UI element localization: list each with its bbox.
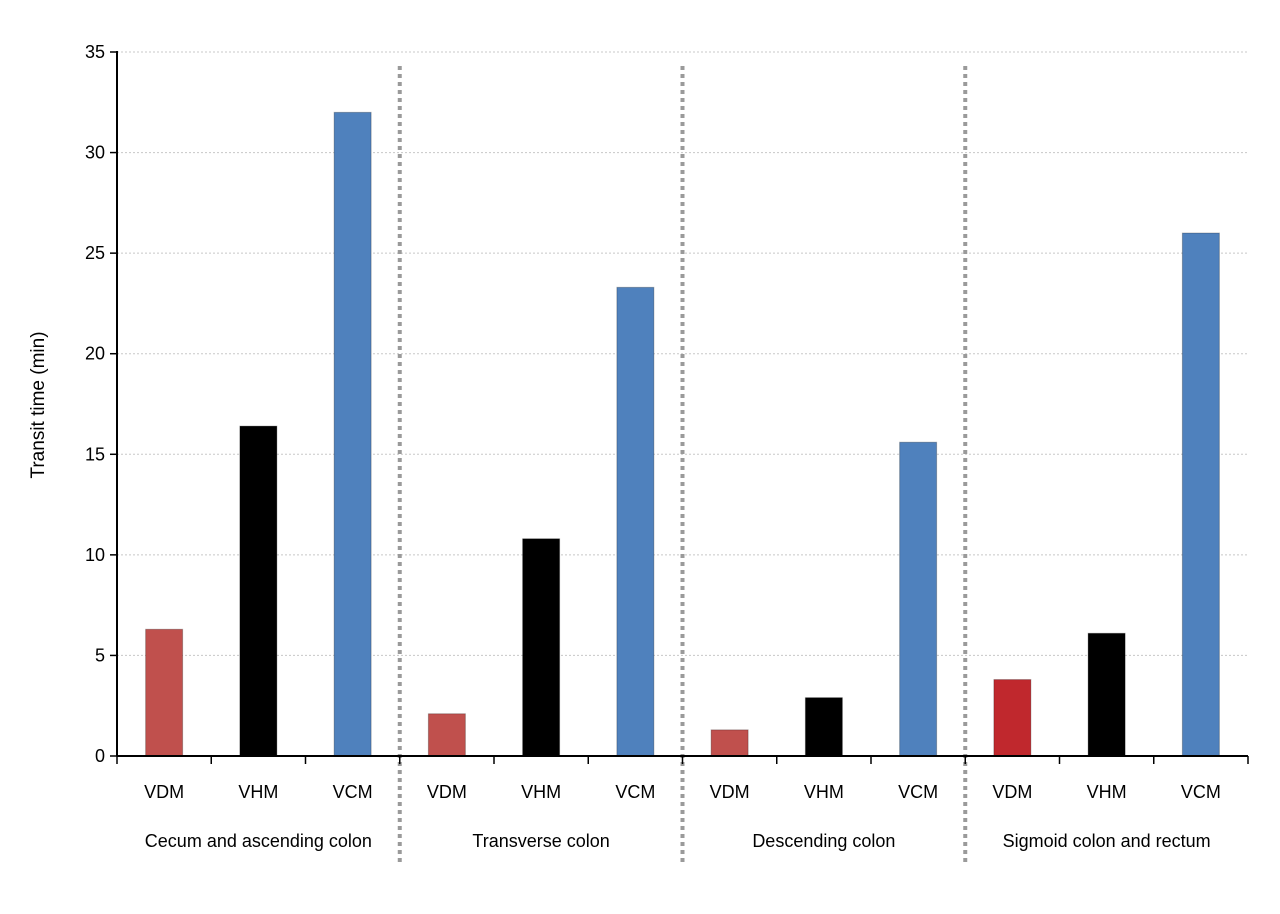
x-tick-label-3-vhm: VHM [804, 782, 844, 802]
axes [110, 51, 1249, 764]
x-tick-label-3-vdm: VDM [710, 782, 750, 802]
y-tick-label-0: 0 [95, 746, 105, 766]
bar-3-vhm [804, 697, 843, 757]
bar-1-vcm [333, 111, 372, 757]
x-tick-label-1-vhm: VHM [238, 782, 278, 802]
x-tick-label-2-vcm: VCM [615, 782, 655, 802]
x-tick-label-1-vdm: VDM [144, 782, 184, 802]
group-separators [397, 66, 968, 862]
bar-1-vdm [145, 628, 184, 757]
x-tick-label-2-vhm: VHM [521, 782, 561, 802]
bar-4-vhm [1087, 632, 1126, 757]
group-label-3: Descending colon [752, 831, 895, 851]
y-tick-label-15: 15 [85, 444, 105, 464]
x-tick-label-4-vhm: VHM [1087, 782, 1127, 802]
y-tick-label-5: 5 [95, 645, 105, 665]
bar-2-vhm [522, 538, 561, 757]
y-tick-label-35: 35 [85, 42, 105, 62]
group-label-1: Cecum and ascending colon [145, 831, 372, 851]
x-tick-label-4-vdm: VDM [992, 782, 1032, 802]
bar-1-vhm [239, 425, 278, 757]
bar-3-vcm [899, 441, 938, 757]
bar-2-vcm [616, 286, 655, 757]
y-tick-label-25: 25 [85, 243, 105, 263]
x-tick-label-1-vcm: VCM [333, 782, 373, 802]
y-tick-label-10: 10 [85, 545, 105, 565]
axis-labels: 0 5 10 15 20 25 30 35 VDM VHM VCM Cecum and ascendi… [85, 42, 1221, 851]
x-tick-label-3-vcm: VCM [898, 782, 938, 802]
bar-4-vdm [993, 679, 1032, 757]
bars [145, 111, 1220, 757]
y-tick-label-20: 20 [85, 344, 105, 364]
y-axis-label: Transit time (min) [28, 331, 49, 478]
bar-4-vcm [1181, 232, 1220, 757]
y-tick-label-30: 30 [85, 143, 105, 163]
x-tick-label-4-vcm: VCM [1181, 782, 1221, 802]
group-label-4: Sigmoid colon and rectum [1003, 831, 1211, 851]
bar-3-vdm [710, 729, 749, 757]
group-label-2: Transverse colon [472, 831, 609, 851]
x-tick-label-2-vdm: VDM [427, 782, 467, 802]
bar-2-vdm [427, 713, 466, 757]
